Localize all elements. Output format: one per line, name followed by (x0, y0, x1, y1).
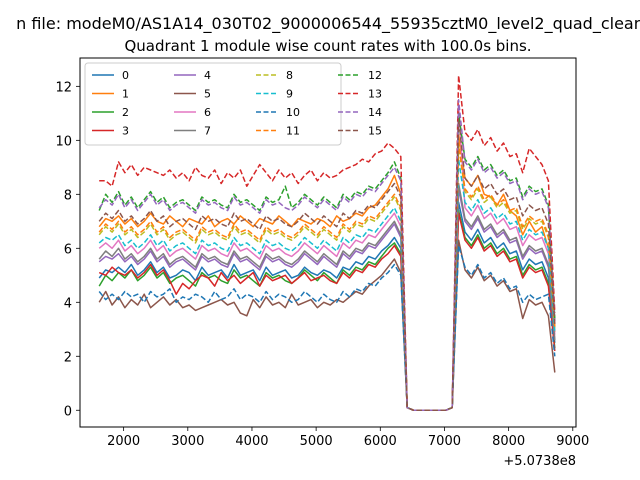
y-tick-label: 8 (64, 188, 72, 203)
series-line-10 (98, 244, 556, 412)
x-tick-label: 5000 (300, 434, 333, 449)
legend-label-13: 13 (368, 88, 382, 101)
x-tick-label: 8000 (492, 434, 525, 449)
y-tick-label: 10 (55, 134, 72, 149)
legend-label-12: 12 (368, 69, 382, 82)
legend-label-15: 15 (368, 125, 382, 138)
legend-label-14: 14 (368, 106, 382, 119)
x-tick-label: 6000 (364, 434, 397, 449)
legend-label-5: 5 (204, 88, 211, 101)
x-tick-label: 4000 (235, 434, 268, 449)
series-line-6 (98, 104, 556, 412)
series-line-8 (98, 144, 556, 412)
legend-label-2: 2 (122, 106, 129, 119)
legend-label-4: 4 (204, 69, 211, 82)
legend-label-10: 10 (286, 106, 300, 119)
legend-label-0: 0 (122, 69, 129, 82)
series-line-9 (98, 158, 556, 412)
series-line-2 (98, 209, 556, 412)
x-tick-label: 2000 (107, 434, 140, 449)
legend-label-7: 7 (204, 125, 211, 138)
x-axis: 2000 3000 4000 5000 6000 7000 8000 9000 (107, 427, 589, 449)
legend-label-1: 1 (122, 88, 129, 101)
series-line-13 (99, 74, 556, 412)
series-line-11 (98, 142, 556, 412)
series-line-14 (98, 99, 556, 412)
legend-label-11: 11 (286, 125, 300, 138)
chart-suptitle: n file: modeM0/AS1A14_030T02_9000006544_… (16, 14, 640, 34)
series-line-0 (98, 201, 556, 412)
legend-label-6: 6 (204, 106, 211, 119)
y-tick-label: 2 (64, 350, 72, 365)
y-tick-label: 4 (64, 296, 72, 311)
y-tick-label: 0 (64, 404, 72, 419)
legend-label-3: 3 (122, 125, 129, 138)
series-line-7 (98, 182, 556, 412)
y-tick-label: 6 (64, 242, 72, 257)
series-layer (98, 74, 556, 412)
series-line-12 (98, 112, 556, 412)
y-tick-label: 12 (55, 80, 72, 95)
x-tick-label: 3000 (171, 434, 204, 449)
series-line-4 (98, 188, 556, 412)
x-tick-label: 7000 (428, 434, 461, 449)
x-tick-label: 9000 (556, 434, 589, 449)
series-line-3 (98, 212, 556, 412)
x-offset-label: +5.0738e8 (503, 454, 576, 469)
legend-label-8: 8 (286, 69, 293, 82)
series-line-15 (98, 117, 556, 412)
legend-label-9: 9 (286, 88, 293, 101)
y-axis: 0 2 4 6 8 10 12 (55, 80, 80, 419)
plot-frame (79, 57, 577, 428)
legend-box (84, 62, 342, 146)
chart-title: Quadrant 1 module wise count rates with … (124, 37, 531, 55)
